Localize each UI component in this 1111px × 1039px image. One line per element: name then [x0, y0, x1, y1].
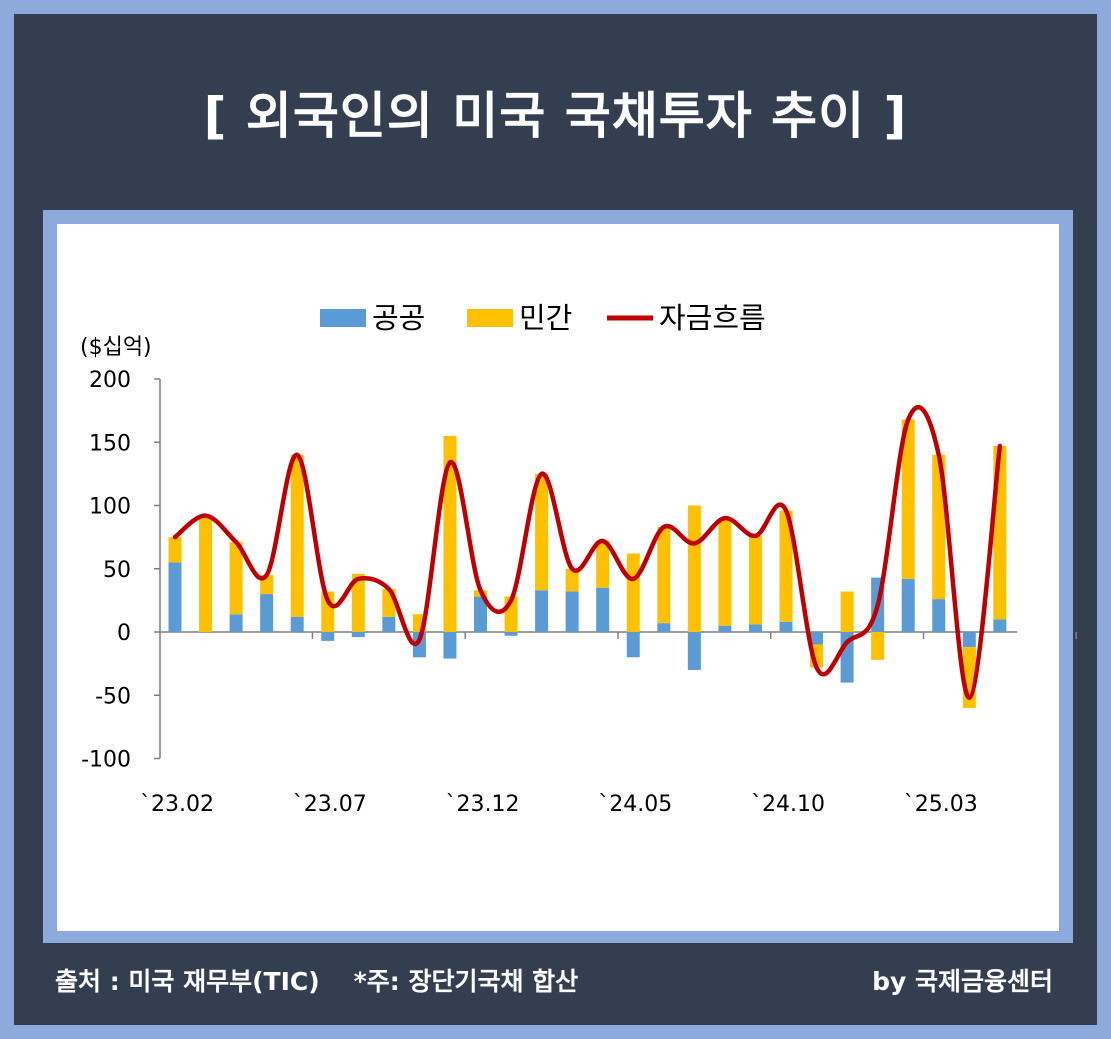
bar-public	[993, 619, 1007, 632]
bar-private	[565, 568, 579, 592]
chart-line	[172, 405, 1003, 701]
x-tick-label: `25.03	[904, 792, 978, 817]
bar-public	[901, 578, 915, 632]
footer-source: 출처 : 미국 재무부(TIC)	[55, 967, 320, 996]
bar-public	[260, 594, 274, 632]
bar-private	[840, 591, 854, 632]
bar-public	[321, 632, 335, 641]
page-title: [ 외국인의 미국 국채투자 추이 ]	[203, 87, 908, 145]
chart-axes: 200 150 100 50 0 -50 -100 ($십억) `23.02 `23.07 `23.…	[80, 335, 1077, 817]
bar-private	[535, 473, 549, 591]
x-tick-label: `24.10	[751, 792, 825, 817]
bar-public	[596, 587, 610, 632]
x-tick-label: `24.05	[598, 792, 672, 817]
y-unit-label: ($십억)	[80, 335, 152, 360]
bar-private	[443, 435, 457, 632]
y-tick-label: -50	[95, 684, 131, 709]
bar-public	[290, 616, 304, 632]
bar-public	[932, 599, 946, 632]
bar-public	[626, 632, 640, 658]
y-tick-label: 150	[89, 431, 131, 456]
bar-public	[229, 614, 243, 632]
bar-public	[962, 632, 976, 648]
y-tick-label: 100	[89, 495, 131, 520]
chart-panel	[57, 224, 1059, 931]
y-tick-label: 200	[89, 368, 131, 393]
bar-public	[657, 623, 671, 632]
x-tick-label: `23.07	[293, 792, 367, 817]
legend-label: 공공	[372, 301, 425, 335]
bar-public	[565, 591, 579, 632]
x-tick-label: `23.12	[446, 792, 520, 817]
bar-public	[412, 632, 426, 658]
bar-private	[718, 518, 732, 626]
bar-public	[718, 625, 732, 632]
bar-public	[504, 632, 518, 636]
bar-public	[779, 621, 793, 632]
bar-private	[748, 535, 762, 625]
legend-swatch	[467, 309, 513, 327]
bar-public	[687, 632, 701, 670]
bar-private	[596, 540, 610, 588]
chart-bars	[168, 419, 1007, 708]
bar-private	[779, 510, 793, 622]
bar-private	[901, 419, 915, 579]
bar-private	[168, 537, 182, 563]
footer-note: *주: 장단기국채 합산	[353, 967, 579, 996]
bar-private	[687, 505, 701, 632]
bar-public	[351, 632, 365, 638]
bar-public	[535, 590, 549, 632]
bar-private	[229, 542, 243, 615]
footer-credit: by 국제금융센터	[872, 967, 1053, 996]
flow-line	[172, 405, 1003, 701]
bar-public	[382, 616, 396, 632]
y-tick-label: -100	[81, 748, 131, 773]
bar-private	[199, 515, 213, 632]
bar-private	[657, 527, 671, 624]
bar-private	[351, 573, 365, 632]
bar-public	[474, 596, 487, 632]
y-tick-label: 50	[103, 558, 131, 583]
bar-private	[871, 632, 885, 660]
y-tick-label: 0	[117, 621, 131, 646]
bar-public	[810, 632, 824, 645]
bar-public	[168, 562, 182, 632]
x-tick-label: `23.02	[140, 792, 214, 817]
bar-public	[748, 624, 762, 632]
bar-private	[290, 454, 304, 617]
footer-source-note: 출처 : 미국 재무부(TIC) *주: 장단기국채 합산	[55, 962, 578, 998]
legend-label: 자금흐름	[659, 301, 766, 335]
legend-swatch	[320, 309, 366, 327]
chart-legend: 공공 민간 자금흐름	[320, 301, 766, 335]
bar-private	[626, 553, 640, 632]
legend-label: 민간	[519, 301, 572, 335]
bar-public	[443, 632, 457, 659]
